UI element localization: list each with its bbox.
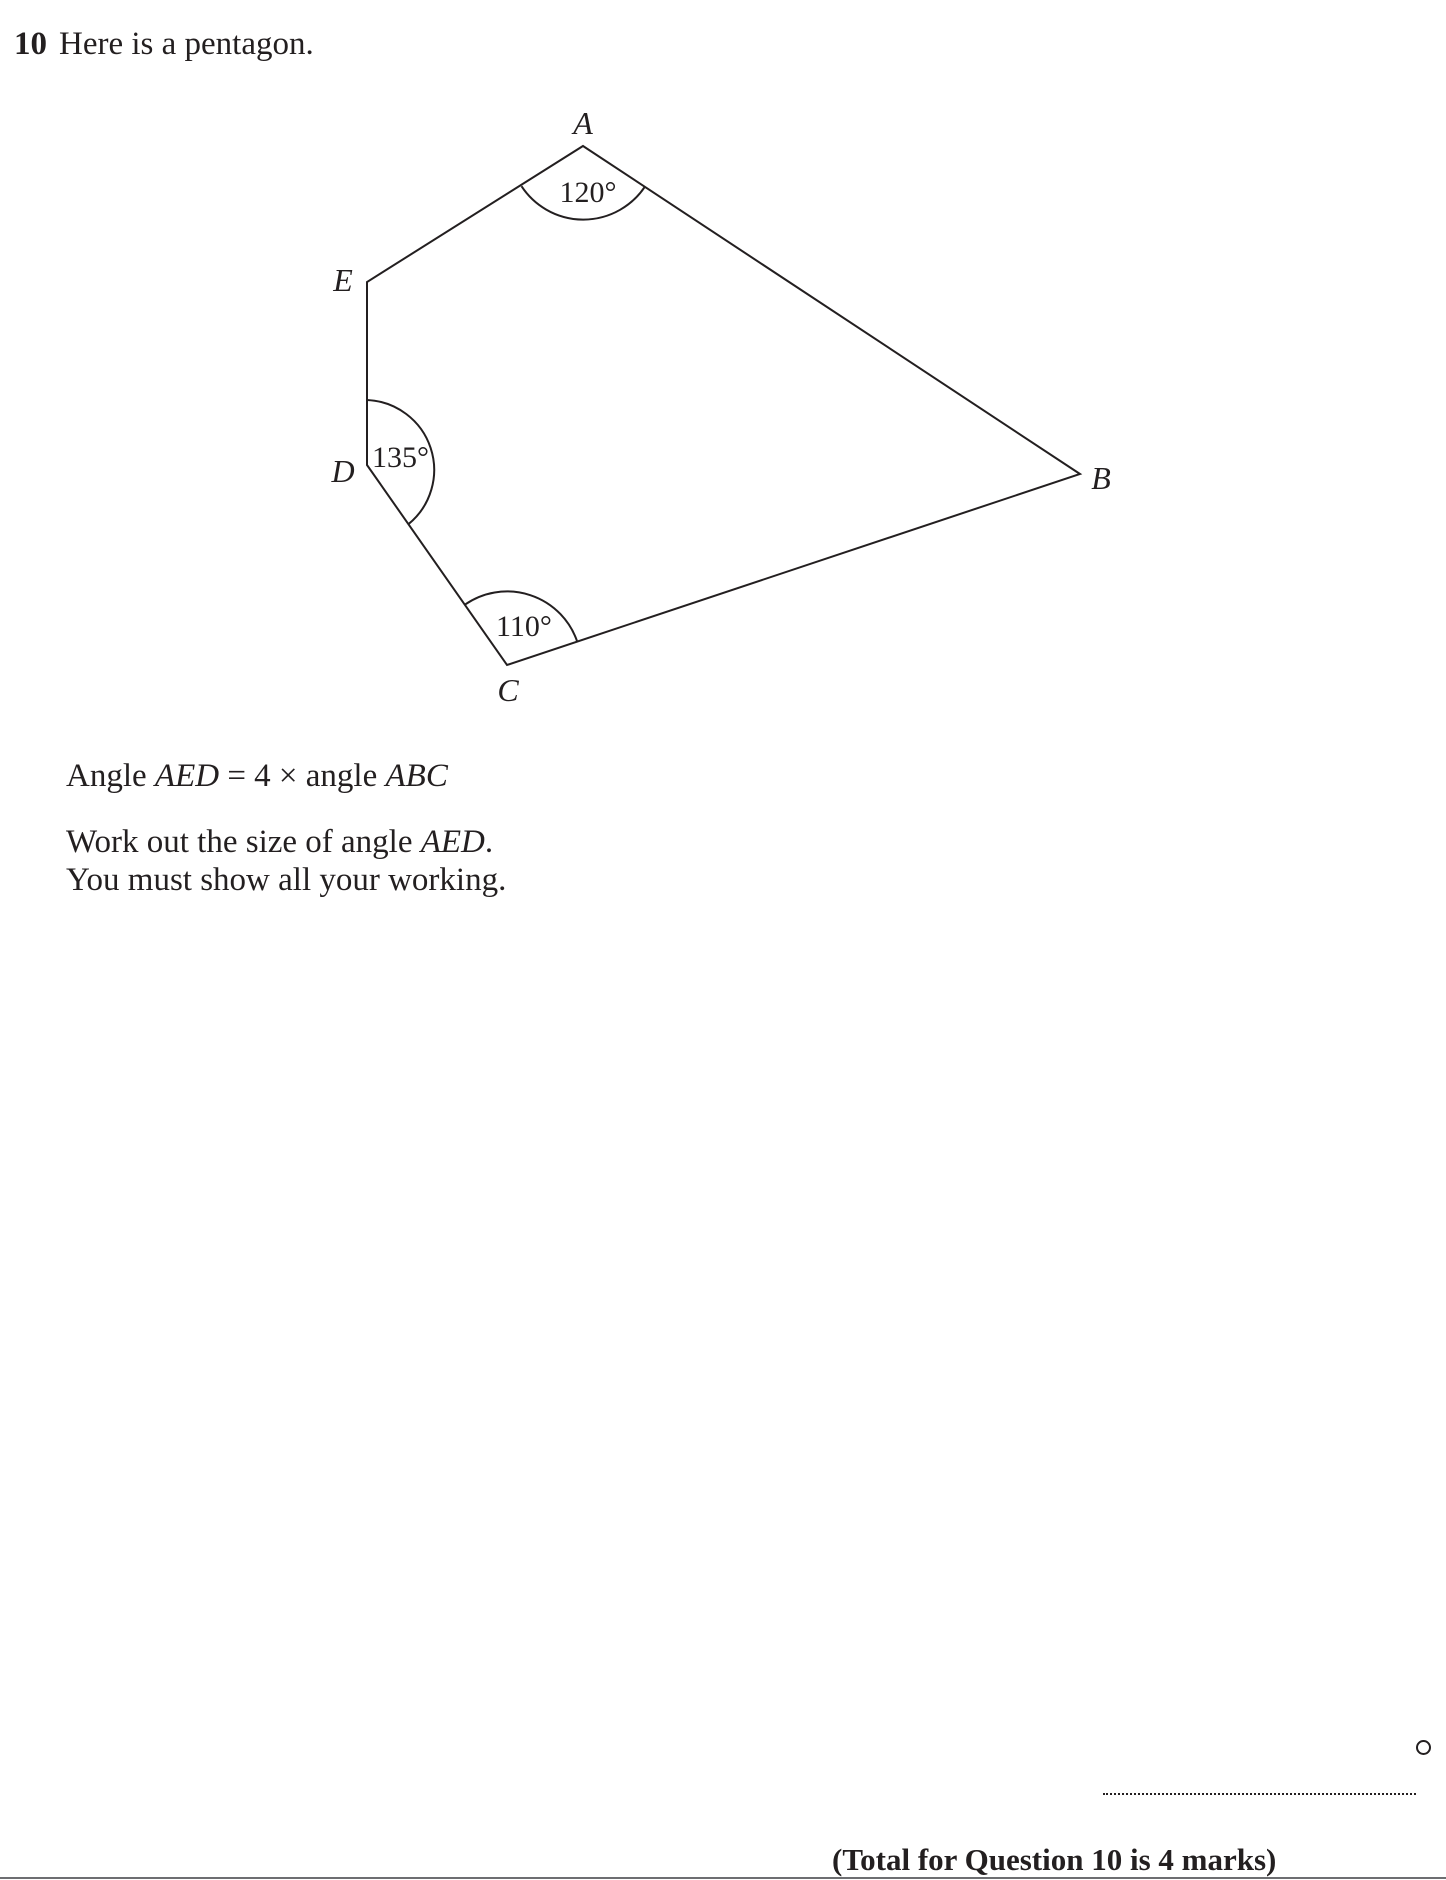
task-instruction: Work out the size of angle AED.	[66, 824, 494, 860]
answer-line[interactable]	[1103, 1793, 1416, 1795]
angle-name-aed: AED	[154, 758, 220, 794]
pentagon-outline	[366, 144, 1083, 667]
vertex-label-a: A	[571, 105, 593, 141]
total-marks: (Total for Question 10 is 4 marks)	[832, 1842, 1277, 1877]
pentagon-diagram: A B C D E 120° 135° 110°	[330, 105, 1111, 708]
angle-arc-c	[464, 590, 579, 642]
angle-name-aed: AED	[420, 824, 485, 860]
angle-label-c: 110°	[496, 610, 552, 643]
bottom-divider	[0, 1877, 1446, 1879]
vertex-label-d: D	[330, 453, 354, 489]
question-number: 10	[14, 26, 47, 62]
angle-arc-d	[366, 399, 436, 525]
vertex-label-e: E	[332, 262, 353, 298]
angle-relationship: Angle AED = 4 × angle ABC	[66, 758, 448, 794]
question-header: 10 Here is a pentagon.	[14, 26, 314, 63]
vertex-label-b: B	[1091, 460, 1111, 496]
question-intro: Here is a pentagon.	[59, 26, 314, 62]
working-instruction: You must show all your working.	[66, 862, 507, 898]
angle-arc-a	[520, 185, 646, 221]
angle-label-a: 120°	[560, 176, 617, 209]
angle-name-abc: ABC	[385, 758, 448, 794]
vertex-label-c: C	[497, 672, 519, 708]
angle-label-d: 135°	[372, 441, 429, 474]
degree-symbol	[1416, 1740, 1431, 1755]
